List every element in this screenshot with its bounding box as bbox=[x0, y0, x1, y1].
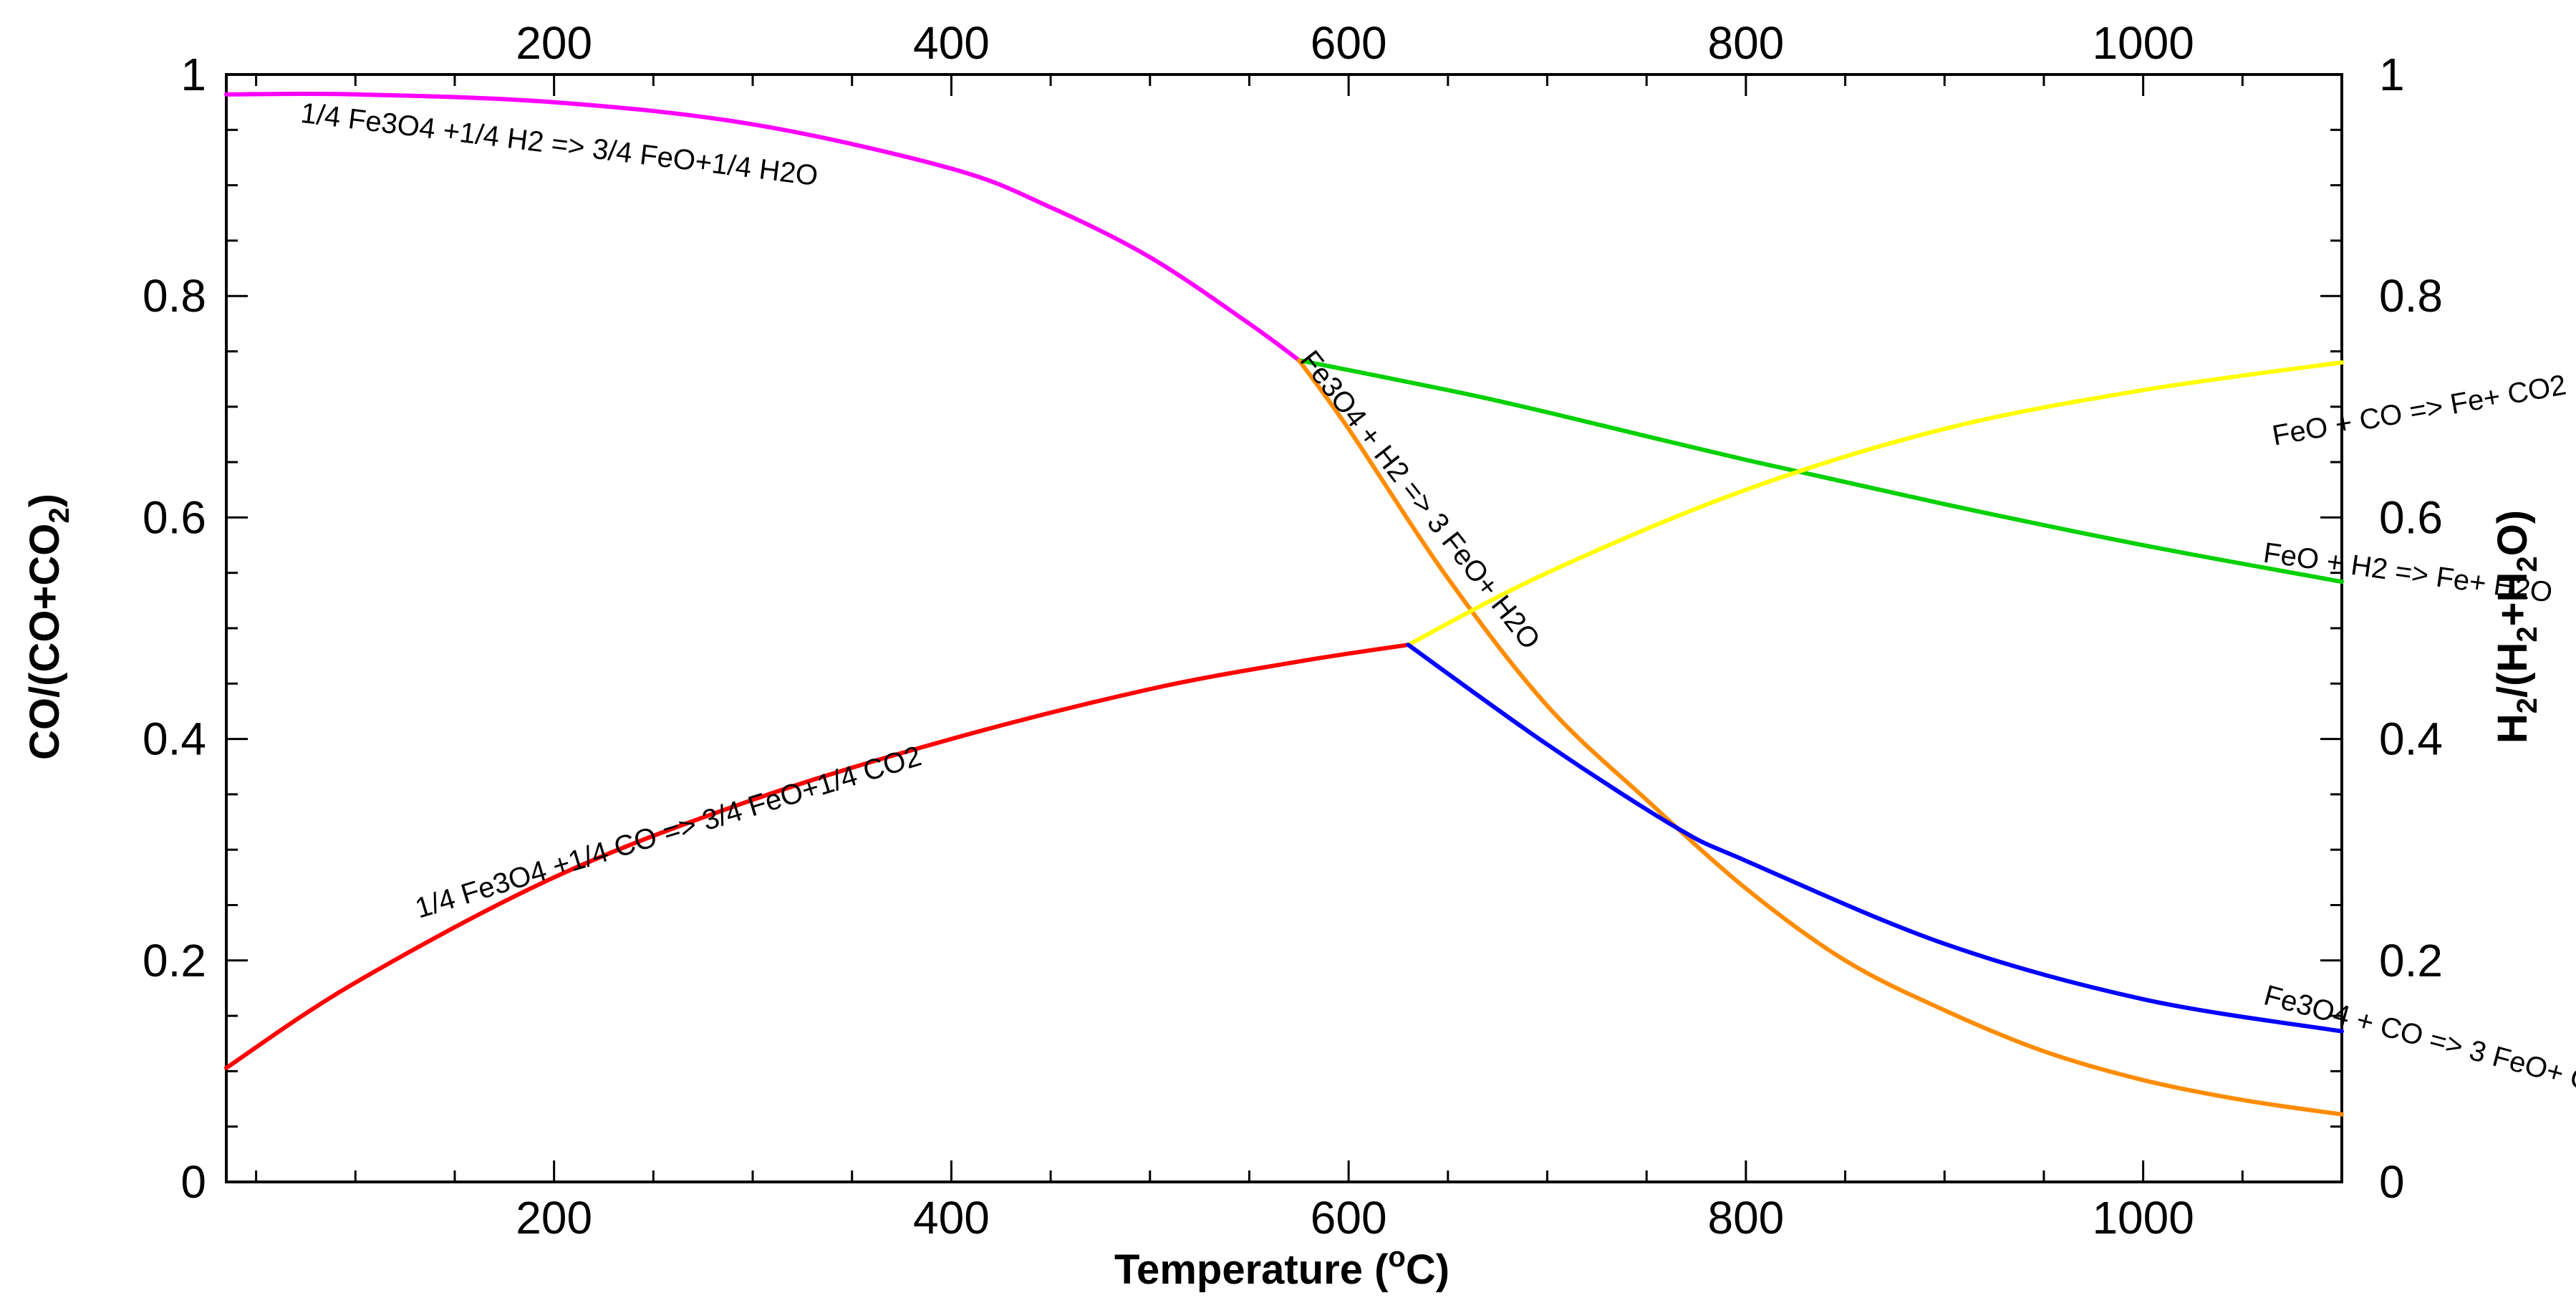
annotation-layer: 1/4 Fe3O4 +1/4 H2 => 3/4 FeO+1/4 H2O Fe3O… bbox=[299, 97, 2576, 1107]
series-layer bbox=[224, 92, 2344, 1117]
x-tick-label-top: 400 bbox=[913, 17, 990, 69]
curve-label-6: Fe3O4 + CO => 3 FeO+ CO2 bbox=[2261, 979, 2576, 1107]
y-axis-right-title: H2/(H2+H2O) bbox=[2489, 510, 2543, 744]
x-tick-label-bottom: 1000 bbox=[2092, 1192, 2194, 1244]
series-line-5 bbox=[1406, 360, 2344, 648]
x-tick-label-bottom: 800 bbox=[1707, 1192, 1784, 1244]
x-tick-label-bottom: 400 bbox=[913, 1192, 990, 1244]
y-tick-label-left: 0.6 bbox=[143, 491, 206, 543]
x-tick-label-bottom: 600 bbox=[1311, 1192, 1387, 1244]
curve-label-3: FeO + CO => Fe+ CO2 bbox=[2270, 369, 2569, 452]
y-tick-label-right: 0.4 bbox=[2379, 713, 2443, 765]
curve-label-5: 1/4 Fe3O4 +1/4 CO => 3/4 FeO+1/4 CO2 bbox=[412, 740, 925, 924]
plot-frame bbox=[225, 73, 2343, 1183]
y-tick-label-left: 0 bbox=[180, 1156, 206, 1208]
curve-label-2: Fe3O4 + H2 => 3 FeO+ H2O bbox=[1294, 345, 1546, 655]
y-tick-label-left: 0.2 bbox=[143, 935, 206, 986]
y-axis-left-title: CO/(CO+CO2) bbox=[21, 494, 75, 760]
series-line-2 bbox=[1296, 357, 2344, 585]
series-line-3 bbox=[1296, 357, 2344, 1117]
series-line-4 bbox=[224, 643, 1411, 1070]
x-tick-label-bottom: 200 bbox=[516, 1192, 592, 1244]
x-tick-label-top: 200 bbox=[516, 17, 592, 69]
series-line-6 bbox=[1406, 643, 2344, 1034]
series-line-1 bbox=[224, 92, 1301, 362]
y-tick-label-right: 0 bbox=[2379, 1156, 2405, 1208]
plot-border bbox=[225, 73, 2343, 1183]
x-tick-label-top: 600 bbox=[1311, 17, 1387, 69]
y-tick-label-right: 0.2 bbox=[2379, 935, 2443, 986]
y-tick-label-right: 0.8 bbox=[2379, 270, 2443, 322]
y-tick-label-right: 0.6 bbox=[2379, 491, 2443, 543]
y-tick-label-right: 1 bbox=[2379, 49, 2405, 100]
x-axis-title: Temperature (oC) bbox=[1114, 1241, 1449, 1293]
y-tick-label-left: 1 bbox=[180, 49, 206, 100]
axis-ticks bbox=[226, 73, 2343, 1183]
y-tick-label-left: 0.8 bbox=[143, 270, 206, 322]
curve-label-1: 1/4 Fe3O4 +1/4 H2 => 3/4 FeO+1/4 H2O bbox=[299, 97, 820, 192]
tick-labels: 200 200 400 400 600 600 800 800 1000 1000 0 0.2 0.4 0… bbox=[143, 17, 2443, 1244]
y-tick-label-left: 0.4 bbox=[143, 713, 206, 765]
x-tick-label-top: 800 bbox=[1707, 17, 1784, 69]
x-tick-label-top: 1000 bbox=[2092, 17, 2194, 69]
